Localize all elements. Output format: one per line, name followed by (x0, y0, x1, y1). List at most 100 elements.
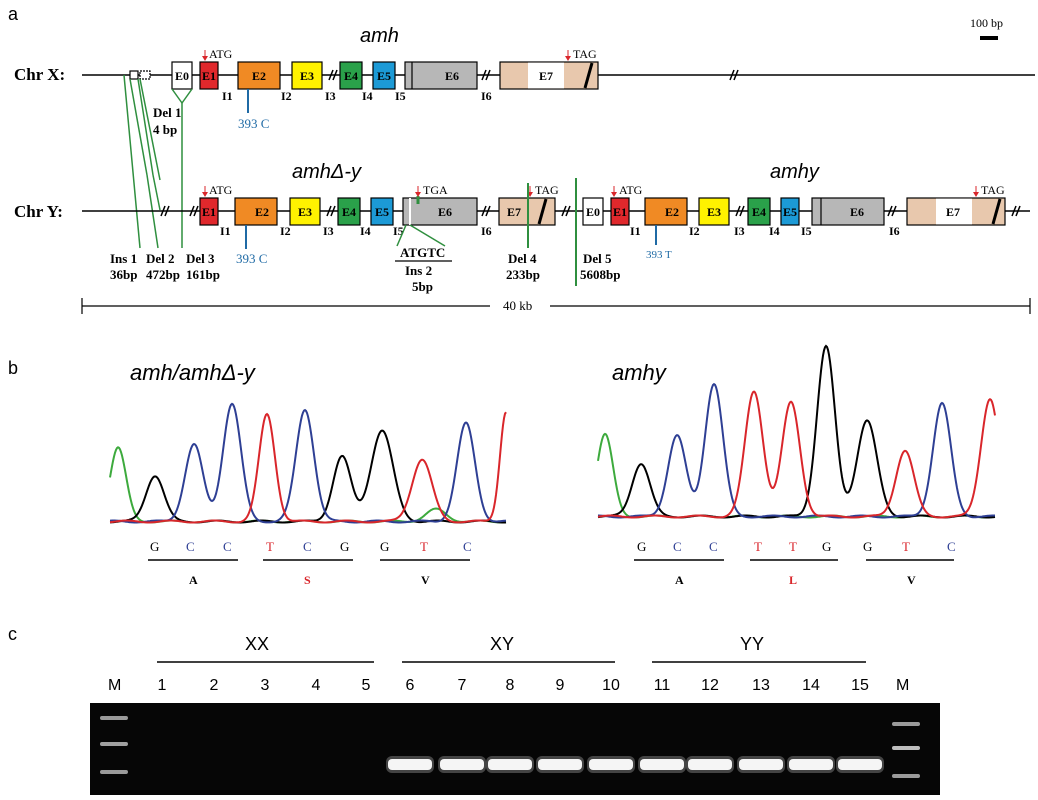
right-codon-2: L (789, 573, 797, 587)
amh-delta-y-gene-title: amhΔ-y (292, 161, 362, 183)
gel-band-glow-lane-15 (836, 756, 884, 773)
right-base-5: T (789, 539, 797, 554)
gel-band-glow-lane-14 (787, 756, 835, 773)
right-base-calls: G C C T T G G T C (637, 539, 956, 554)
left-codon-3: V (421, 573, 430, 587)
chry-b-exon-e3: E3 (698, 197, 730, 226)
lane-label-15: 15 (851, 677, 869, 694)
chrx-label: Chr X: (14, 65, 65, 84)
right-base-2: C (673, 539, 682, 554)
svg-text:E0: E0 (586, 205, 600, 219)
chrx-break-marks (328, 69, 739, 81)
left-codon-2: S (304, 573, 311, 587)
lane-label-13: 13 (752, 677, 770, 694)
lane-label-1: 1 (158, 677, 167, 694)
chry-tga-arrow (415, 186, 421, 197)
lane-label-7: 7 (458, 677, 467, 694)
chry-tag-arrow-2 (973, 186, 979, 197)
del2-label: Del 2 (146, 251, 175, 266)
marker-band-right-3 (892, 774, 920, 778)
chry-a-exon-e1: E1 (199, 197, 219, 226)
chrx-atg-label: ATG (209, 47, 233, 61)
chry-a-intron-i3: I3 (323, 224, 334, 238)
del5-label: Del 5 (583, 251, 612, 266)
lane-label-5: 5 (362, 677, 371, 694)
chry-atg-label-1: ATG (209, 183, 233, 197)
panel-a-letter: a (8, 4, 19, 24)
gel-band-glow-lane-12 (686, 756, 734, 773)
chromatogram-right (597, 344, 996, 519)
left-trace-t (109, 411, 507, 524)
left-trace-c (110, 402, 507, 524)
marker-band-left-1 (100, 716, 128, 720)
chry-atg-arrow-2 (611, 186, 617, 197)
lane-label-4: 4 (312, 677, 321, 694)
marker-bands-left (100, 716, 128, 774)
svg-text:E6: E6 (850, 205, 864, 219)
chromatogram-left-title: amh/amhΔ-y (130, 360, 257, 385)
marker-label-left: M (108, 677, 121, 694)
svg-text:E5: E5 (783, 205, 797, 219)
chrx-exon-e3: E3 (291, 61, 323, 90)
ins2-size: 5bp (412, 279, 433, 294)
chry-break-marks (160, 205, 1021, 217)
gel-band-lane-15 (838, 759, 882, 770)
svg-text:E1: E1 (613, 205, 627, 219)
chrx-exon-e7: E7 (499, 61, 599, 90)
right-codon-3: V (907, 573, 916, 587)
right-base-8: T (902, 539, 910, 554)
gel-band-lane-10 (589, 759, 633, 770)
gel-band-lane-7 (440, 759, 484, 770)
lane-labels: 1 2 3 4 5 6 7 8 9 10 11 12 13 14 15 (158, 677, 869, 694)
marker-band-left-3 (100, 770, 128, 774)
svg-text:E6: E6 (445, 69, 459, 83)
svg-text:E5: E5 (377, 69, 391, 83)
lane-label-10: 10 (602, 677, 620, 694)
svg-text:E7: E7 (539, 69, 553, 83)
chrx-intron-i1: I1 (222, 89, 233, 103)
gel-band-lane-6 (388, 759, 432, 770)
chry-a-intron-i4: I4 (360, 224, 371, 238)
lane-label-9: 9 (556, 677, 565, 694)
left-base-9: C (463, 539, 472, 554)
svg-text:E4: E4 (342, 205, 356, 219)
chrx-intron-i5: I5 (395, 89, 406, 103)
right-trace-c (598, 382, 995, 519)
chry-b-exon-e7: E7 (906, 197, 1006, 226)
amhy-gene-title: amhy (770, 161, 820, 183)
chrx-exon-e6: E6 (404, 61, 478, 90)
sample-bands (386, 756, 884, 773)
gel-band-glow-lane-7 (438, 756, 486, 773)
chry-snp-label-1: 393 C (236, 251, 267, 266)
svg-text:E2: E2 (665, 205, 679, 219)
left-trace-g (110, 429, 507, 524)
gel-band-lane-9 (538, 759, 582, 770)
span-label: 40 kb (503, 298, 532, 313)
chry-a-exon-e6: E6 (402, 196, 478, 226)
chromatogram-right-title: amhy (612, 360, 668, 385)
span-bar (81, 298, 1031, 314)
chrx-exon-e5: E5 (372, 61, 396, 90)
left-codon-1: A (189, 573, 198, 587)
right-base-7: G (863, 539, 872, 554)
gel-band-lane-8 (488, 759, 532, 770)
left-base-2: C (186, 539, 195, 554)
marker-band-left-2 (100, 742, 128, 746)
right-trace-g (597, 344, 996, 519)
left-base-calls: G C C T C G G T C (150, 539, 472, 554)
chry-atg-arrow-1 (202, 186, 208, 197)
chry-snp-label-2: 393 T (646, 249, 672, 261)
svg-text:E0: E0 (175, 69, 189, 83)
gel-band-glow-lane-8 (486, 756, 534, 773)
chry-tag-label-1: TAG (535, 183, 559, 197)
chry-b-intron-i1: I1 (630, 224, 641, 238)
chry-b-intron-i5: I5 (801, 224, 812, 238)
marker-label-right: M (896, 677, 909, 694)
right-base-3: C (709, 539, 718, 554)
chry-b-exon-e1: E1 (610, 197, 630, 226)
svg-text:E2: E2 (255, 205, 269, 219)
svg-text:E5: E5 (375, 205, 389, 219)
right-base-4: T (754, 539, 762, 554)
